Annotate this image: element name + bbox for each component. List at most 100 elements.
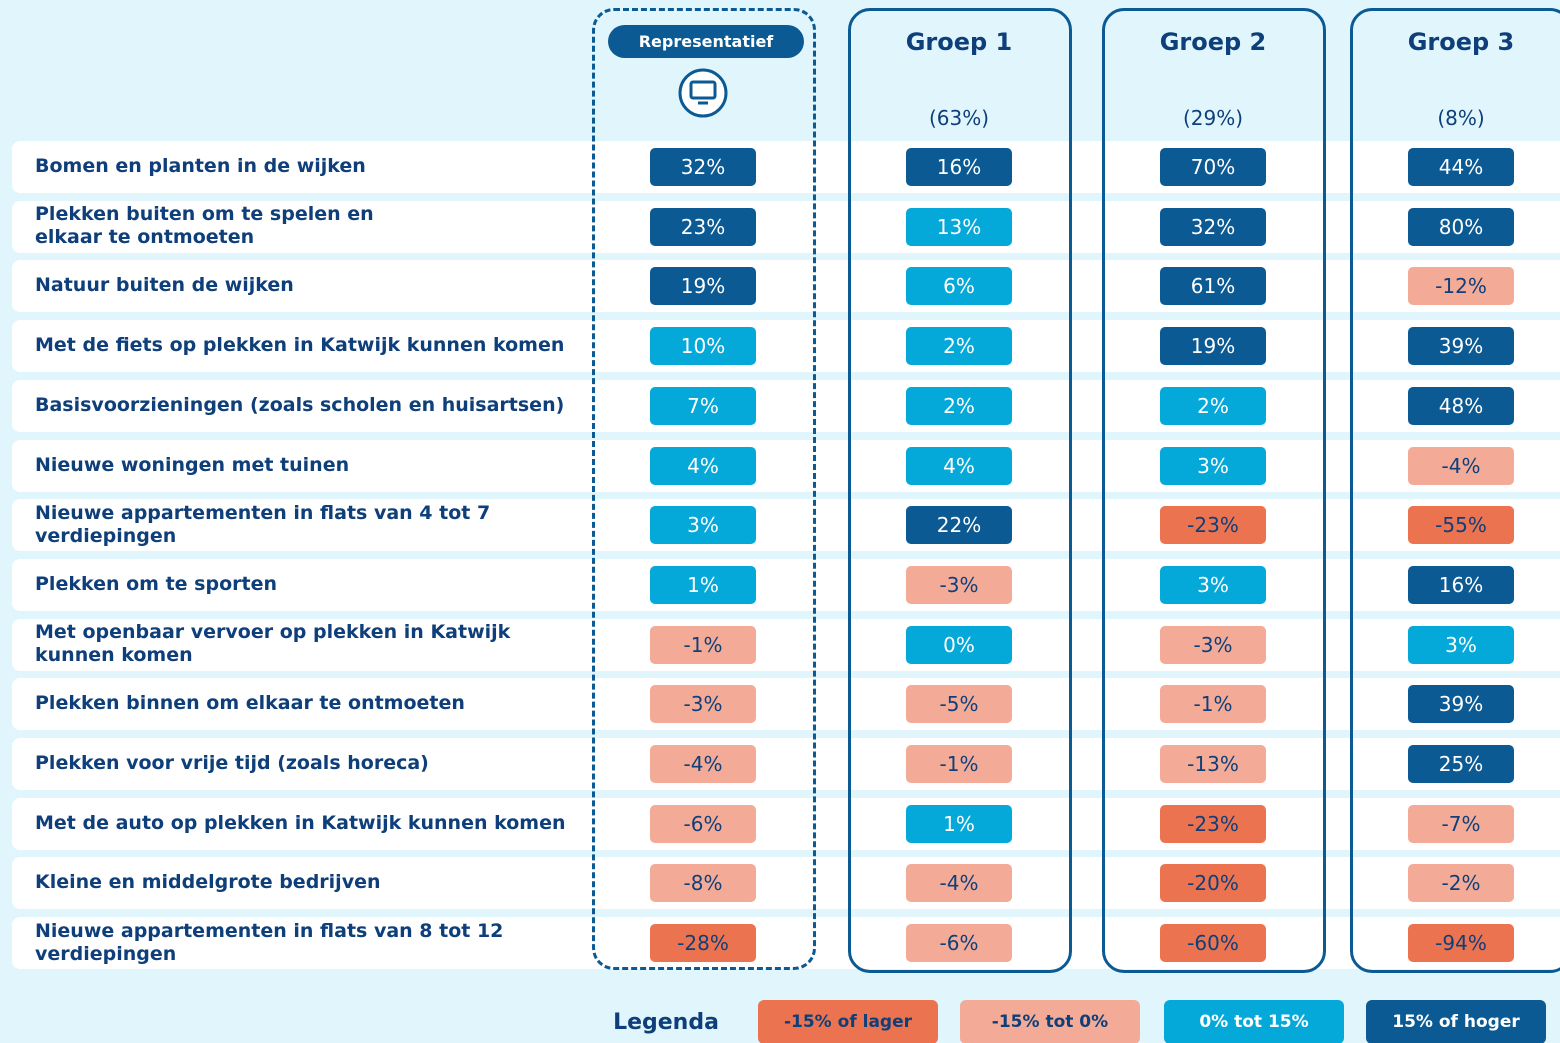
cell: 61%: [1160, 267, 1266, 306]
legend-item: -15% of lager: [758, 1000, 938, 1043]
cell: 48%: [1408, 386, 1514, 425]
cell: -55%: [1408, 506, 1514, 545]
cell: -13%: [1160, 745, 1266, 783]
column-title: Groep 2: [1159, 28, 1267, 56]
row-label: Nieuwe woningen met tuinen: [35, 453, 350, 476]
cell: 2%: [906, 386, 1012, 425]
cell: 10%: [650, 327, 756, 366]
column-share: (8%): [1437, 106, 1485, 130]
cell: -2%: [1408, 864, 1514, 903]
legend-item: -15% tot 0%: [960, 1000, 1140, 1043]
cell: 2%: [1160, 386, 1266, 425]
column-share: (29%): [1182, 106, 1244, 130]
cell: -4%: [650, 745, 756, 783]
cell: -28%: [650, 924, 756, 963]
legend-title: Legenda: [613, 1010, 719, 1035]
cell: -1%: [906, 745, 1012, 783]
row-bar: [12, 200, 1560, 253]
cell: -4%: [1408, 446, 1514, 485]
cell: 16%: [1408, 565, 1514, 604]
cell: 44%: [1408, 148, 1514, 186]
cell: -23%: [1160, 804, 1266, 843]
row-bar: [12, 797, 1560, 850]
row-label: Nieuwe appartementen in flats van 4 tot …: [35, 501, 491, 524]
row-label: Natuur buiten de wijken: [35, 274, 294, 297]
row-label: verdiepingen: [35, 524, 177, 547]
cell: 4%: [906, 446, 1012, 485]
cell: -5%: [906, 685, 1012, 724]
cell: 2%: [906, 327, 1012, 366]
cell: -8%: [650, 864, 756, 903]
column-title: Groep 3: [1407, 28, 1515, 56]
cell: 1%: [906, 804, 1012, 843]
cell: -3%: [906, 565, 1012, 604]
row-bar: [12, 141, 1560, 193]
column-frame: [592, 8, 816, 970]
cell: 39%: [1408, 327, 1514, 366]
cell: 7%: [650, 386, 756, 425]
row-label: Met de auto op plekken in Katwijk kunnen…: [35, 811, 566, 834]
cell: 19%: [650, 267, 756, 306]
cell: 32%: [650, 148, 756, 186]
column-frame: [1350, 8, 1560, 973]
column-frame: [848, 8, 1072, 973]
row-bar: [12, 379, 1560, 432]
row-label: Met de fiets op plekken in Katwijk kunne…: [35, 334, 565, 357]
row-bar: [12, 618, 1560, 671]
cell: -3%: [1160, 625, 1266, 664]
row-label: verdiepingen: [35, 942, 177, 965]
cell: 80%: [1408, 207, 1514, 246]
column-frame: [1102, 8, 1326, 973]
row-bar: [12, 499, 1560, 552]
monitor-icon: [678, 68, 728, 118]
cell: 16%: [906, 148, 1012, 186]
cell: 22%: [906, 506, 1012, 545]
cell: -6%: [650, 804, 756, 843]
cell: 0%: [906, 625, 1012, 664]
row-label: Plekken voor vrije tijd (zoals horeca): [35, 752, 429, 774]
cell: 19%: [1160, 327, 1266, 366]
cell: -7%: [1408, 804, 1514, 843]
row-label: elkaar te ontmoeten: [35, 226, 255, 249]
cell: -20%: [1160, 864, 1266, 903]
legend-item: 15% of hoger: [1366, 1000, 1546, 1043]
cell: -1%: [650, 625, 756, 664]
row-bar: [12, 439, 1560, 492]
cell: 3%: [650, 506, 756, 545]
row-label: Bomen en planten in de wijken: [35, 155, 366, 177]
cell: -23%: [1160, 506, 1266, 545]
row-bar: [12, 678, 1560, 731]
cell: 32%: [1160, 207, 1266, 246]
cell: -94%: [1408, 924, 1514, 963]
row-label: Met openbaar vervoer op plekken in Katwi…: [35, 621, 511, 644]
cell: -4%: [906, 864, 1012, 903]
cell: -60%: [1160, 924, 1266, 963]
row-bar: [12, 320, 1560, 373]
row-label: Kleine en middelgrote bedrijven: [35, 871, 381, 894]
cell: 3%: [1160, 565, 1266, 604]
cell: 25%: [1408, 745, 1514, 783]
row-label: Plekken buiten om te spelen en: [35, 203, 374, 226]
row-label: Plekken binnen om elkaar te ontmoeten: [35, 692, 465, 715]
cell: -3%: [650, 685, 756, 724]
row-bar: [12, 857, 1560, 910]
legend-item: 0% tot 15%: [1164, 1000, 1344, 1043]
row-bar: [12, 558, 1560, 611]
row-label: kunnen komen: [35, 644, 193, 667]
cell: 4%: [650, 446, 756, 485]
cell: -1%: [1160, 685, 1266, 724]
cell: 3%: [1160, 446, 1266, 485]
row-bar: [12, 738, 1560, 790]
column-share: (63%): [928, 106, 990, 130]
cell: -6%: [906, 924, 1012, 963]
row-label: Plekken om te sporten: [35, 572, 277, 595]
header-pill: Representatief: [608, 25, 804, 58]
cell: 23%: [650, 207, 756, 246]
cell: 1%: [650, 565, 756, 604]
cell: 13%: [906, 207, 1012, 246]
cell: 39%: [1408, 685, 1514, 724]
row-label: Basisvoorzieningen (zoals scholen en hui…: [35, 393, 565, 416]
cell: 70%: [1160, 148, 1266, 186]
cell: 3%: [1408, 625, 1514, 664]
